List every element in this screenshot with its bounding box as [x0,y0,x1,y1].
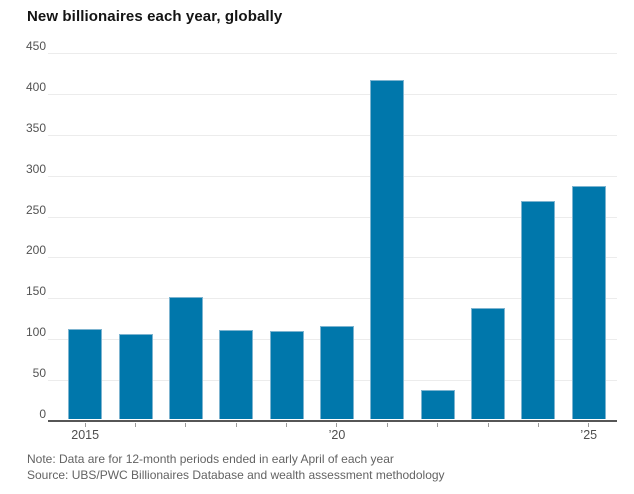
x-tick-label-2022 [413,428,463,442]
gridline-250 [48,217,617,218]
bar-slot-2024 [513,53,563,419]
x-tick-mark [437,423,439,427]
bar-2022 [420,390,455,419]
x-tick-2016 [110,423,160,427]
x-tick-label-2019 [261,428,311,442]
bar-2024 [521,200,556,419]
bar-slot-2025 [564,53,614,419]
bar-2018 [219,329,254,419]
y-tick-label-400: 400 [25,80,46,94]
gridline-350 [48,135,617,136]
x-tick-mark [84,423,86,427]
bar-slot-2017 [161,53,211,419]
x-tick-2019 [261,423,311,427]
x-tick-2020 [312,423,362,427]
x-tick-2018 [211,423,261,427]
bar-slot-2015 [60,53,110,419]
chart-source: Source: UBS/PWC Billionaires Database an… [27,467,445,482]
chart-footnotes: Note: Data are for 12-month periods ende… [27,452,445,483]
plot-area [48,53,617,422]
x-axis-line [48,420,617,422]
x-tick-mark [487,423,489,427]
x-tick-mark [336,423,338,427]
bar-slot-2020 [312,53,362,419]
bar-2019 [269,330,304,419]
x-tick-2025 [564,423,614,427]
x-tick-mark [185,423,187,427]
bar-2025 [571,185,606,419]
x-axis-labels: 2015 ’20 ’25 [60,428,614,442]
x-axis-ticks [60,423,614,427]
x-tick-label-2018 [211,428,261,442]
y-tick-label-200: 200 [25,243,46,257]
y-tick-label-250: 250 [25,203,46,217]
gridline-200 [48,257,617,258]
x-tick-label-2021 [362,428,412,442]
bar-slot-2022 [413,53,463,419]
y-tick-label-450: 450 [25,39,46,53]
x-tick-2021 [362,423,412,427]
gridline-450 [48,53,617,54]
x-tick-mark [135,423,137,427]
y-tick-label-150: 150 [25,284,46,298]
gridline-300 [48,176,617,177]
x-tick-label-2017 [161,428,211,442]
x-tick-2022 [413,423,463,427]
x-tick-2023 [463,423,513,427]
x-tick-label-2024 [513,428,563,442]
x-tick-mark [286,423,288,427]
x-tick-label-2023 [463,428,513,442]
x-tick-mark [235,423,237,427]
bar-slot-2018 [211,53,261,419]
bar-slot-2023 [463,53,513,419]
bar-2017 [168,297,203,419]
bar-2016 [118,334,153,419]
y-tick-label-300: 300 [25,162,46,176]
x-tick-mark [588,423,590,427]
chart-note: Note: Data are for 12-month periods ende… [27,452,394,466]
y-axis-labels: 0 50 100 150 200 250 300 350 400 450 [0,39,46,421]
bar-slot-2019 [261,53,311,419]
y-tick-label-100: 100 [25,325,46,339]
y-tick-label-50: 50 [32,366,46,380]
bar-series [60,53,614,419]
gridline-150 [48,298,617,299]
x-tick-mark [537,423,539,427]
x-tick-label-2015: 2015 [71,428,100,442]
x-tick-label-2016 [110,428,160,442]
bar-slot-2016 [110,53,160,419]
chart-title: New billionaires each year, globally [27,8,283,25]
x-tick-label-2020: ’20 [328,428,346,442]
y-tick-label-350: 350 [25,121,46,135]
y-tick-label-0: 0 [39,407,46,421]
x-tick-2015 [60,423,110,427]
x-tick-2017 [161,423,211,427]
bar-2020 [319,325,354,419]
x-tick-mark [386,423,388,427]
x-tick-label-2025: ’25 [580,428,598,442]
bar-slot-2021 [362,53,412,419]
gridline-400 [48,94,617,95]
x-tick-2024 [513,423,563,427]
bar-2021 [370,80,405,419]
bar-2023 [471,307,506,419]
bar-2015 [68,329,103,419]
